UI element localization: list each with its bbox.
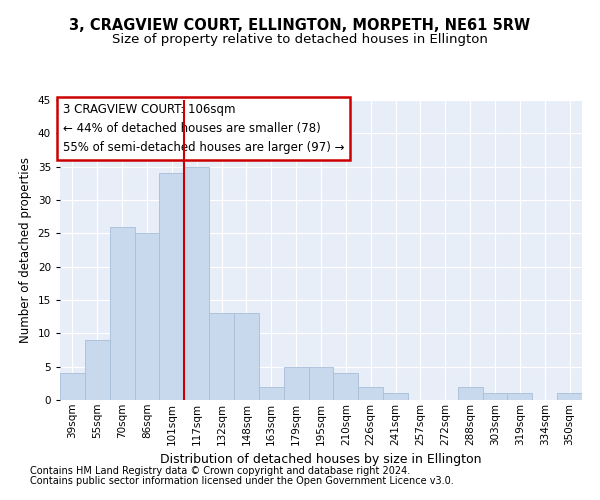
Bar xyxy=(160,174,184,400)
Text: Contains HM Land Registry data © Crown copyright and database right 2024.: Contains HM Land Registry data © Crown c… xyxy=(30,466,410,476)
Bar xyxy=(482,394,508,400)
Bar xyxy=(110,226,134,400)
Bar xyxy=(134,234,160,400)
Bar xyxy=(284,366,308,400)
Bar xyxy=(184,166,209,400)
Bar xyxy=(259,386,284,400)
X-axis label: Distribution of detached houses by size in Ellington: Distribution of detached houses by size … xyxy=(160,453,482,466)
Bar xyxy=(85,340,110,400)
Text: Contains public sector information licensed under the Open Government Licence v3: Contains public sector information licen… xyxy=(30,476,454,486)
Bar xyxy=(508,394,532,400)
Bar xyxy=(234,314,259,400)
Text: Size of property relative to detached houses in Ellington: Size of property relative to detached ho… xyxy=(112,32,488,46)
Y-axis label: Number of detached properties: Number of detached properties xyxy=(19,157,32,343)
Bar xyxy=(383,394,408,400)
Bar xyxy=(458,386,482,400)
Bar xyxy=(308,366,334,400)
Text: 3, CRAGVIEW COURT, ELLINGTON, MORPETH, NE61 5RW: 3, CRAGVIEW COURT, ELLINGTON, MORPETH, N… xyxy=(70,18,530,32)
Bar xyxy=(557,394,582,400)
Bar xyxy=(209,314,234,400)
Bar xyxy=(60,374,85,400)
Text: 3 CRAGVIEW COURT: 106sqm
← 44% of detached houses are smaller (78)
55% of semi-d: 3 CRAGVIEW COURT: 106sqm ← 44% of detach… xyxy=(62,103,344,154)
Bar xyxy=(358,386,383,400)
Bar xyxy=(334,374,358,400)
